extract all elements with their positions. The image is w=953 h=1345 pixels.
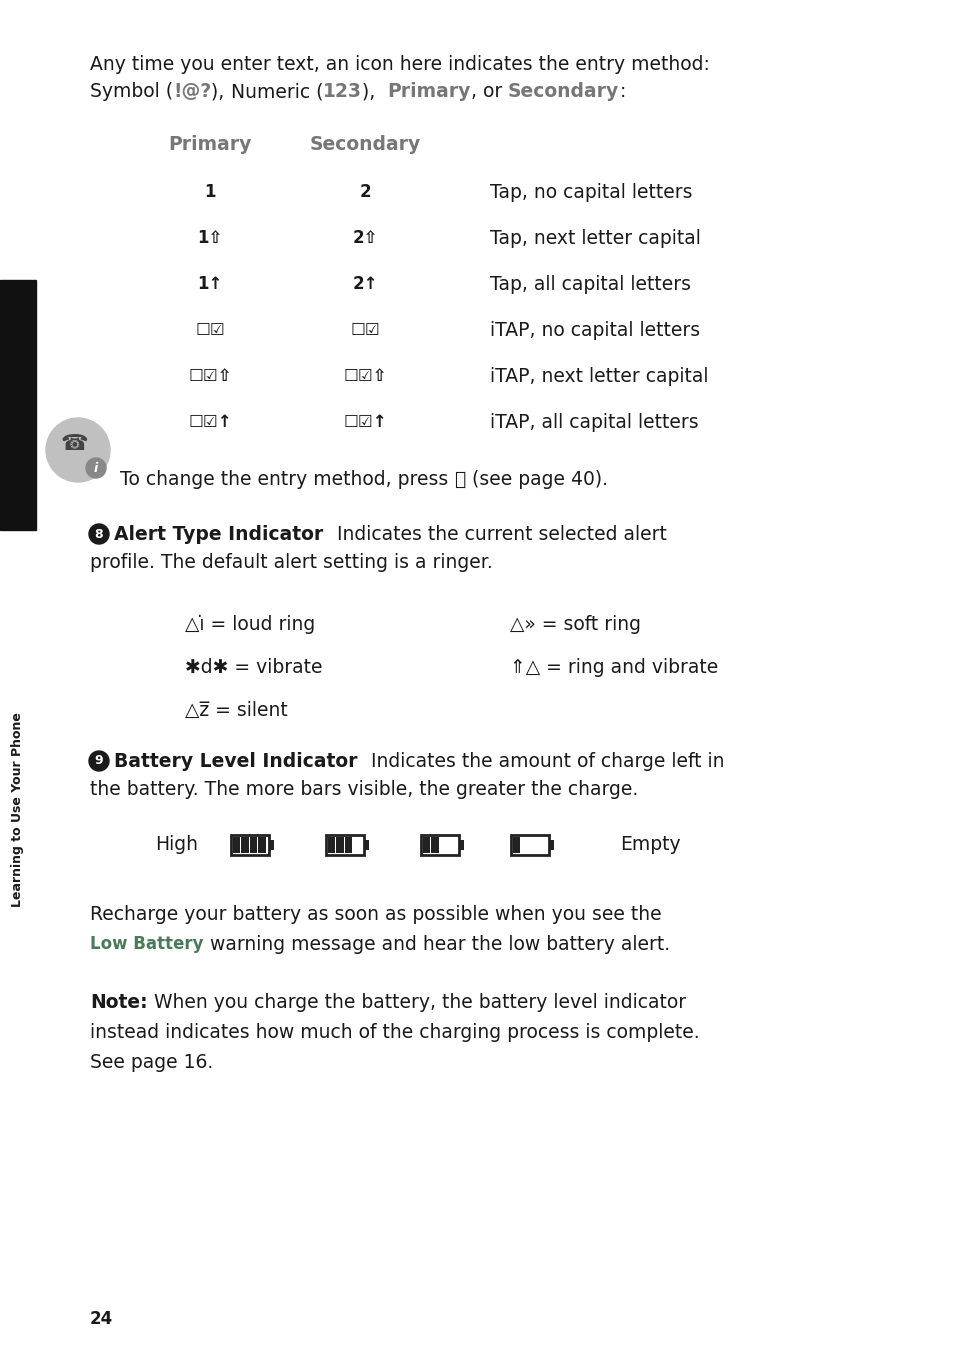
Bar — [269, 841, 274, 850]
Circle shape — [89, 525, 109, 543]
Text: Indicates the amount of charge left in: Indicates the amount of charge left in — [365, 752, 724, 771]
Text: Alert Type Indicator: Alert Type Indicator — [113, 525, 323, 543]
Text: Primary: Primary — [168, 134, 252, 153]
Text: ☐☑↑: ☐☑↑ — [188, 413, 232, 430]
Bar — [511, 835, 548, 855]
Text: iTAP, all capital letters: iTAP, all capital letters — [490, 413, 698, 432]
Text: ⌖: ⌖ — [454, 469, 465, 490]
Bar — [422, 837, 430, 853]
Text: Empty: Empty — [619, 835, 679, 854]
Text: 8: 8 — [94, 527, 103, 541]
Circle shape — [46, 418, 110, 482]
Text: 2: 2 — [359, 183, 371, 200]
Text: ☐☑↑: ☐☑↑ — [343, 413, 386, 430]
Text: the battery. The more bars visible, the greater the charge.: the battery. The more bars visible, the … — [90, 780, 638, 799]
Text: High: High — [154, 835, 198, 854]
Text: :: : — [618, 82, 625, 101]
Text: Recharge your battery as soon as possible when you see the: Recharge your battery as soon as possibl… — [90, 905, 661, 924]
Bar — [548, 841, 554, 850]
Text: ☐☑: ☐☑ — [195, 321, 225, 339]
Text: Indicates the current selected alert: Indicates the current selected alert — [331, 525, 666, 543]
Text: profile. The default alert setting is a ringer.: profile. The default alert setting is a … — [90, 553, 493, 572]
Text: Low Battery: Low Battery — [90, 935, 203, 954]
Text: Any time you enter text, an icon here indicates the entry method:: Any time you enter text, an icon here in… — [90, 55, 709, 74]
Bar — [328, 837, 335, 853]
Text: iTAP, next letter capital: iTAP, next letter capital — [490, 367, 708, 386]
Bar — [326, 835, 364, 855]
Text: ☐☑: ☐☑ — [350, 321, 379, 339]
Bar — [233, 837, 240, 853]
Text: ☐☑⇧: ☐☑⇧ — [188, 367, 232, 385]
Bar — [345, 837, 352, 853]
Text: △z̅ = silent: △z̅ = silent — [185, 701, 288, 720]
Text: (see page 40).: (see page 40). — [465, 469, 607, 490]
Bar — [250, 837, 257, 853]
Text: ✱d✱ = vibrate: ✱d✱ = vibrate — [185, 658, 322, 677]
Bar — [0, 280, 36, 530]
Text: When you charge the battery, the battery level indicator: When you charge the battery, the battery… — [148, 993, 685, 1011]
Circle shape — [89, 751, 109, 771]
Bar — [458, 841, 463, 850]
Bar — [241, 837, 249, 853]
Text: Tap, all capital letters: Tap, all capital letters — [490, 274, 690, 295]
Bar — [431, 837, 438, 853]
Text: △» = soft ring: △» = soft ring — [510, 615, 640, 633]
Text: ☎: ☎ — [60, 434, 88, 455]
Text: ☐☑⇧: ☐☑⇧ — [343, 367, 386, 385]
Text: !@?: !@? — [172, 82, 212, 101]
Text: △ı̇ = loud ring: △ı̇ = loud ring — [185, 615, 314, 633]
Text: ⇑△ = ring and vibrate: ⇑△ = ring and vibrate — [510, 658, 718, 677]
Bar — [364, 841, 369, 850]
Text: 2⇧: 2⇧ — [352, 229, 377, 247]
Text: Secondary: Secondary — [507, 82, 618, 101]
Text: Tap, no capital letters: Tap, no capital letters — [490, 183, 692, 202]
Text: Tap, next letter capital: Tap, next letter capital — [490, 229, 700, 247]
Text: To change the entry method, press: To change the entry method, press — [120, 469, 454, 490]
Text: 2↑: 2↑ — [352, 274, 377, 293]
Text: 1: 1 — [204, 183, 215, 200]
Text: Primary: Primary — [387, 82, 470, 101]
Text: 1⇧: 1⇧ — [197, 229, 222, 247]
Text: Symbol (: Symbol ( — [90, 82, 172, 101]
Text: 1↑: 1↑ — [197, 274, 222, 293]
Text: Secondary: Secondary — [309, 134, 420, 153]
Text: 9: 9 — [94, 755, 103, 768]
Bar — [513, 837, 520, 853]
Text: instead indicates how much of the charging process is complete.: instead indicates how much of the chargi… — [90, 1024, 699, 1042]
Text: Battery Level Indicator: Battery Level Indicator — [113, 752, 357, 771]
Bar — [420, 835, 458, 855]
Text: warning message and hear the low battery alert.: warning message and hear the low battery… — [203, 935, 669, 954]
Text: , or: , or — [470, 82, 507, 101]
Bar — [258, 837, 266, 853]
Text: 123: 123 — [323, 82, 362, 101]
Bar — [336, 837, 344, 853]
Text: ),: ), — [212, 82, 231, 101]
Text: i: i — [93, 461, 98, 475]
Text: Learning to Use Your Phone: Learning to Use Your Phone — [11, 713, 25, 908]
Text: Note:: Note: — [90, 993, 148, 1011]
Bar — [231, 835, 269, 855]
Text: ),: ), — [362, 82, 387, 101]
Text: See page 16.: See page 16. — [90, 1053, 213, 1072]
Text: iTAP, no capital letters: iTAP, no capital letters — [490, 321, 700, 340]
Circle shape — [86, 459, 106, 477]
Text: 24: 24 — [90, 1310, 113, 1328]
Text: Numeric (: Numeric ( — [231, 82, 323, 101]
